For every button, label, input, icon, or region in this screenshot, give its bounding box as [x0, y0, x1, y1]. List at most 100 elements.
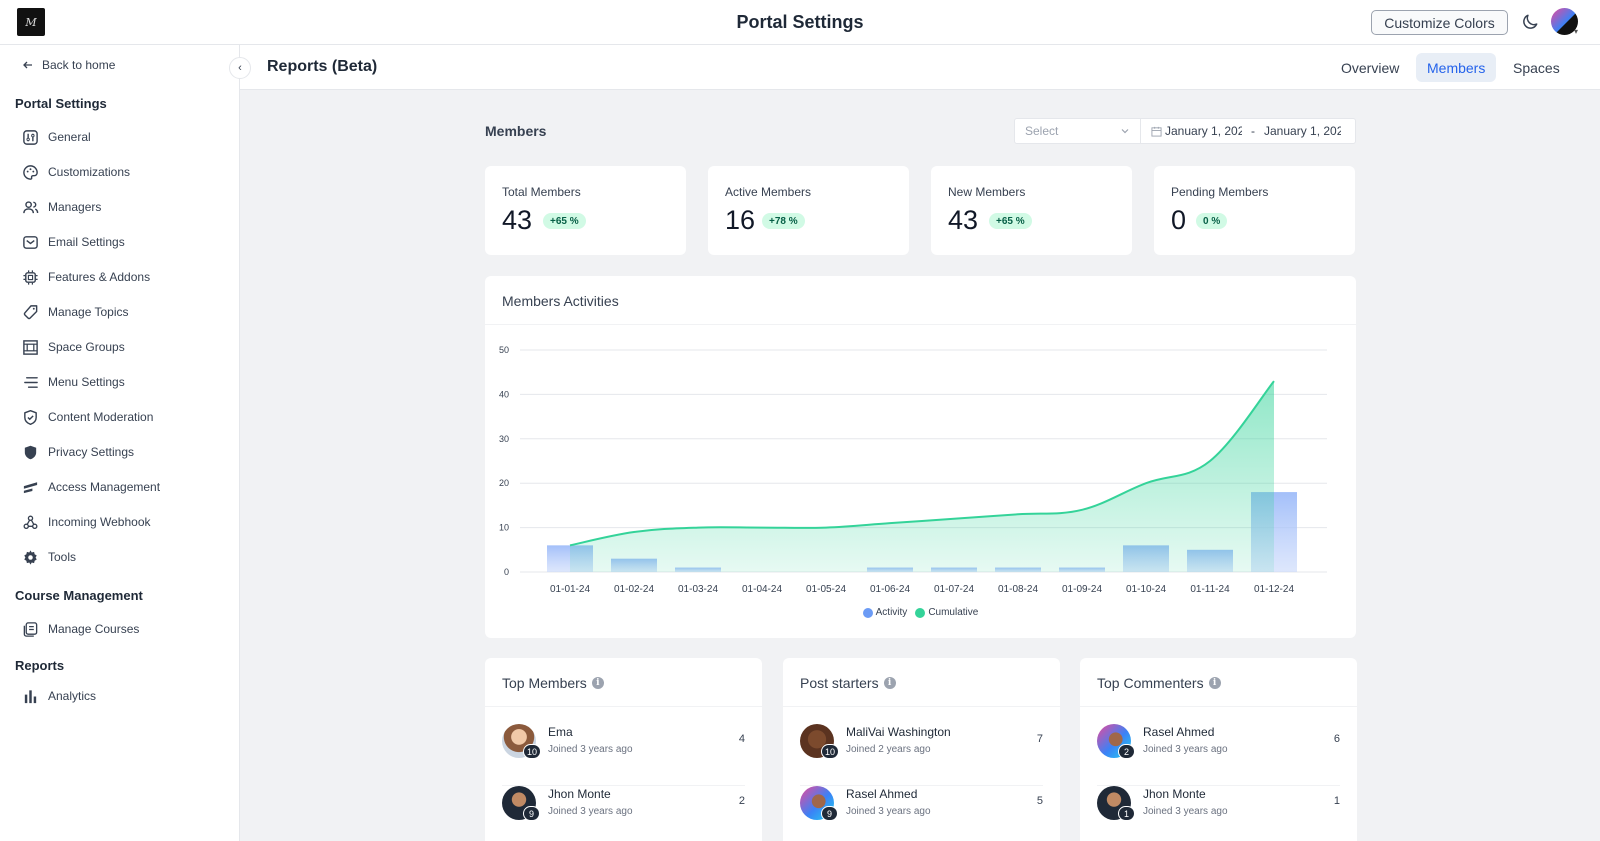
sidebar-item-analytics[interactable]: Analytics: [22, 686, 96, 706]
x-tick-label: 01-03-24: [678, 584, 718, 595]
x-tick-label: 01-12-24: [1254, 584, 1294, 595]
list-item[interactable]: 2 Rasel Ahmed Joined 3 years ago 6: [1097, 724, 1340, 786]
list-item[interactable]: 1 Jhon Monte Joined 3 years ago 1: [1097, 786, 1340, 841]
stat-card-new-members: New Members 43 +65 %: [931, 166, 1132, 255]
y-tick-label: 30: [499, 434, 509, 444]
member-name[interactable]: Ema: [548, 725, 573, 739]
y-tick-label: 20: [499, 478, 509, 488]
bar-chart-icon: [24, 689, 37, 703]
logo-text: M: [25, 15, 37, 29]
sidebar-item-space-groups[interactable]: Space Groups: [22, 337, 125, 357]
chevron-left-icon: ‹: [238, 62, 242, 74]
sidebar-item-manage-topics[interactable]: Manage Topics: [22, 302, 129, 322]
stat-label: Pending Members: [1171, 185, 1269, 199]
sidebar-item-label: Managers: [48, 200, 102, 214]
top-members-card: Top Members i 10 Ema Joined 3 years ago 4…: [485, 658, 762, 841]
sidebar-item-privacy-settings[interactable]: Privacy Settings: [22, 442, 134, 462]
member-count: 2: [738, 795, 745, 807]
member-name[interactable]: Jhon Monte: [1143, 787, 1206, 801]
reports-header: Reports (Beta) Overview Members Spaces: [240, 45, 1600, 90]
list-title-text: Post starters: [800, 675, 879, 691]
sidebar-item-email-settings[interactable]: Email Settings: [22, 232, 125, 252]
member-count: 6: [1333, 733, 1340, 745]
sidebar-item-incoming-webhook[interactable]: Incoming Webhook: [22, 512, 151, 532]
sidebar-item-label: Privacy Settings: [48, 445, 135, 459]
portal-logo[interactable]: M: [17, 8, 45, 36]
back-to-home-link[interactable]: Back to home: [22, 58, 115, 72]
sidebar-item-general[interactable]: General: [22, 127, 91, 147]
legend-swatch: [862, 607, 873, 618]
user-avatar[interactable]: [1551, 8, 1578, 35]
sidebar-item-customizations[interactable]: Customizations: [22, 162, 130, 182]
tab-members[interactable]: Members: [1416, 53, 1497, 82]
divider: [1080, 706, 1357, 707]
back-label: Back to home: [42, 58, 116, 72]
sidebar-item-manage-courses[interactable]: Manage Courses: [22, 619, 139, 639]
customize-colors-button[interactable]: Customize Colors: [1371, 10, 1508, 35]
chart-legend: Activity Cumulative: [485, 607, 1356, 618]
tab-overview[interactable]: Overview: [1341, 59, 1400, 76]
stat-value: 43: [502, 205, 533, 235]
legend-item-cumulative[interactable]: Cumulative: [915, 607, 978, 618]
sidebar-item-access-management[interactable]: Access Management: [22, 477, 160, 497]
date-range-picker[interactable]: January 1, 2024 - January 1, 2024: [1141, 118, 1356, 144]
member-joined: Joined 3 years ago: [548, 806, 633, 817]
sidebar-item-label: Manage Courses: [48, 622, 140, 636]
calendar-icon: [1151, 126, 1162, 137]
list-item[interactable]: 10 MaliVai Washington Joined 2 years ago…: [800, 724, 1043, 786]
member-name[interactable]: Rasel Ahmed: [846, 787, 918, 801]
member-name[interactable]: Jhon Monte: [548, 787, 611, 801]
sidebar-item-tools[interactable]: Tools: [22, 547, 76, 567]
x-tick-label: 01-11-24: [1190, 584, 1230, 595]
x-tick-label: 01-09-24: [1062, 584, 1102, 595]
members-heading: Members: [485, 123, 547, 139]
x-tick-label: 01-07-24: [934, 584, 974, 595]
chevron-down-icon: ▾: [1574, 27, 1579, 36]
sidebar-item-label: Space Groups: [48, 340, 125, 354]
member-name[interactable]: Rasel Ahmed: [1143, 725, 1215, 739]
info-icon[interactable]: i: [591, 677, 604, 689]
stat-badge: 0 %: [1196, 213, 1228, 229]
y-tick-label: 10: [499, 523, 509, 533]
tag-icon: [23, 304, 38, 319]
sidebar-item-content-moderation[interactable]: Content Moderation: [22, 407, 153, 427]
date-start-input[interactable]: January 1, 2024: [1165, 124, 1242, 138]
users-icon: [23, 200, 39, 213]
stat-value: 16: [725, 205, 756, 235]
legend-item-activity[interactable]: Activity: [862, 607, 907, 618]
tab-spaces[interactable]: Spaces: [1513, 59, 1560, 76]
info-icon[interactable]: i: [883, 677, 896, 689]
divider: [485, 706, 762, 707]
collapse-sidebar-button[interactable]: ‹: [229, 57, 251, 79]
general-icon: [23, 129, 38, 145]
sidebar-item-features-addons[interactable]: Features & Addons: [22, 267, 150, 287]
stat-label: New Members: [948, 185, 1026, 199]
post-starters-card: Post starters i 10 MaliVai Washington Joi…: [783, 658, 1060, 841]
x-tick-label: 01-06-24: [870, 584, 910, 595]
info-icon[interactable]: i: [1208, 677, 1221, 689]
list-title: Top Members i: [502, 675, 604, 691]
stat-value: 43: [948, 205, 979, 235]
gear-icon: [24, 549, 37, 565]
list-item[interactable]: 10 Ema Joined 3 years ago 4: [502, 724, 745, 786]
sidebar-item-label: Manage Topics: [48, 305, 129, 319]
palette-icon: [23, 164, 38, 180]
list-item[interactable]: 9 Rasel Ahmed Joined 3 years ago 5: [800, 786, 1043, 841]
list-title-text: Top Commenters: [1097, 675, 1204, 691]
date-end-input[interactable]: January 1, 2024: [1264, 124, 1341, 138]
divider: [485, 324, 1356, 325]
y-tick-label: 50: [499, 345, 509, 355]
members-activities-chart: 0 10 20 30 40 50 01-01-24 01-02-24 01-03-24 01-04…: [499, 345, 1327, 595]
date-separator: -: [1251, 124, 1255, 138]
sidebar-item-label: Analytics: [48, 689, 97, 703]
stat-card-total-members: Total Members 43 +65 %: [485, 166, 686, 255]
moon-icon[interactable]: [1520, 12, 1540, 32]
divider: [783, 706, 1060, 707]
filter-select[interactable]: Select: [1014, 118, 1141, 144]
sidebar-item-menu-settings[interactable]: Menu Settings: [22, 372, 125, 392]
arrow-left-icon: [23, 61, 32, 69]
chart-title: Members Activities: [502, 293, 619, 309]
sidebar-item-managers[interactable]: Managers: [22, 197, 101, 217]
member-name[interactable]: MaliVai Washington: [846, 725, 951, 739]
list-item[interactable]: 9 Jhon Monte Joined 3 years ago 2: [502, 786, 745, 841]
